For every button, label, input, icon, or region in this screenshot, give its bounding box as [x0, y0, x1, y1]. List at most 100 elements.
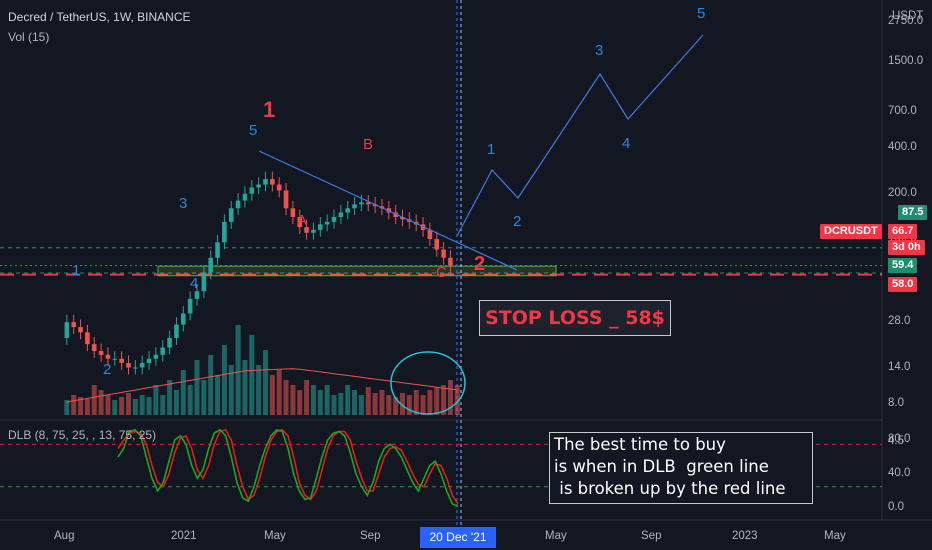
volume-bar	[91, 385, 97, 415]
volume-group	[64, 325, 460, 415]
time-tick-label: May	[545, 530, 567, 542]
volume-bar	[235, 325, 241, 415]
candle-body	[126, 362, 131, 368]
volume-bar	[290, 385, 296, 415]
volume-bar	[372, 393, 378, 415]
indicator-legend[interactable]: DLB (8, 75, 25, , 13, 75, 25)	[8, 428, 157, 442]
volume-bar	[180, 370, 186, 415]
volume-bar	[454, 385, 460, 415]
candle-body	[139, 362, 145, 368]
candle-body	[215, 242, 220, 258]
support-zone	[157, 265, 557, 277]
volume-bar	[441, 385, 447, 415]
price-tag: 3d 0h	[888, 240, 925, 255]
projection-path	[456, 34, 704, 237]
wave-label-2: 2	[103, 361, 111, 378]
wave-label-1-big: 1	[263, 97, 275, 122]
currency-label: USDT	[892, 10, 924, 22]
note-line-1: The best time to buy	[554, 435, 726, 454]
volume-bar	[208, 355, 214, 415]
dlb-red-line	[117, 428, 459, 505]
volume-bar	[393, 397, 399, 415]
candle-body	[235, 200, 241, 209]
volume-bar	[71, 395, 77, 415]
volume-bar	[126, 393, 131, 415]
volume-highlight-circle	[390, 351, 466, 415]
volume-bar	[78, 397, 84, 415]
time-tick-label: 2023	[732, 530, 758, 542]
volume-bar	[283, 380, 289, 415]
projection-label-2: 2	[513, 213, 521, 230]
buy-note-annotation: The best time to buy is when in DLB green…	[549, 432, 813, 504]
candle-body	[318, 224, 323, 230]
volume-bar	[153, 385, 159, 415]
price-tick-label: 200.0	[888, 186, 917, 199]
volume-bar	[276, 370, 282, 415]
price-tick-label: 1500.0	[888, 54, 924, 67]
price-tag: 87.5	[898, 205, 928, 220]
volume-bar	[338, 393, 344, 415]
volume-bar	[146, 397, 152, 415]
wave-label-b: B	[363, 136, 373, 153]
price-tag: DCRUSDT	[820, 224, 882, 239]
candle-body	[448, 257, 453, 266]
indicator-tick-label: 0.0	[888, 501, 904, 513]
symbol-title[interactable]: Decred / TetherUS, 1W, BINANCE	[8, 10, 191, 24]
stop-loss-annotation: STOP LOSS _ 58$	[479, 300, 671, 336]
volume-bar	[139, 395, 145, 415]
candle-body	[297, 217, 303, 228]
price-tick-label: 28.0	[888, 315, 911, 328]
volume-bar	[434, 387, 440, 415]
candle-body	[91, 344, 97, 352]
price-tick-label: 700.0	[888, 104, 917, 117]
volume-bar	[249, 335, 255, 415]
wave-label-2-big: 2	[474, 253, 485, 275]
volume-bar	[269, 375, 275, 415]
candle-body	[338, 212, 344, 218]
candle-body	[441, 249, 446, 258]
volume-bar	[304, 380, 310, 415]
wave-label-3: 3	[179, 195, 187, 212]
indicator-tick-label: 80.0	[888, 433, 911, 445]
candles-group	[64, 171, 453, 375]
time-tick-label: 2021	[171, 530, 197, 542]
candle-body	[290, 208, 296, 218]
wave-label-a: A	[297, 212, 307, 229]
price-tag: 58.0	[888, 277, 918, 292]
candle-body	[304, 227, 309, 233]
note-line-2: is when in DLB green line	[554, 457, 769, 476]
volume-legend[interactable]: Vol (15)	[8, 30, 50, 44]
candle-body	[85, 332, 90, 345]
candle-body	[71, 322, 76, 328]
candle-body	[174, 324, 179, 338]
volume-bar	[324, 385, 330, 415]
time-tick-label: May	[264, 530, 286, 542]
candle-body	[249, 187, 255, 194]
price-tick-label: 400.0	[888, 141, 917, 154]
projection-label-1: 1	[487, 141, 495, 158]
candle-body	[256, 184, 261, 188]
downtrend-line	[258, 150, 518, 271]
candle-body	[345, 208, 350, 213]
candle-body	[324, 221, 330, 225]
volume-bar	[386, 395, 392, 415]
candle-body	[283, 190, 289, 209]
dlb-green-line	[117, 428, 459, 508]
candle-body	[105, 354, 111, 359]
candle-body	[160, 347, 166, 355]
price-tick-label: 4.5	[888, 434, 904, 447]
candle-body	[434, 239, 440, 250]
volume-bar	[160, 395, 166, 415]
candle-body	[372, 204, 378, 207]
candle-body	[133, 367, 138, 369]
volume-bar	[215, 375, 221, 415]
volume-bar	[201, 380, 207, 415]
volume-bar	[112, 400, 118, 415]
projection-label-5: 5	[697, 5, 705, 22]
volume-bar	[406, 395, 412, 415]
candle-body	[228, 208, 234, 222]
candle-body	[263, 179, 268, 185]
crosshair-date-label: 20 Dec '21	[420, 527, 496, 548]
